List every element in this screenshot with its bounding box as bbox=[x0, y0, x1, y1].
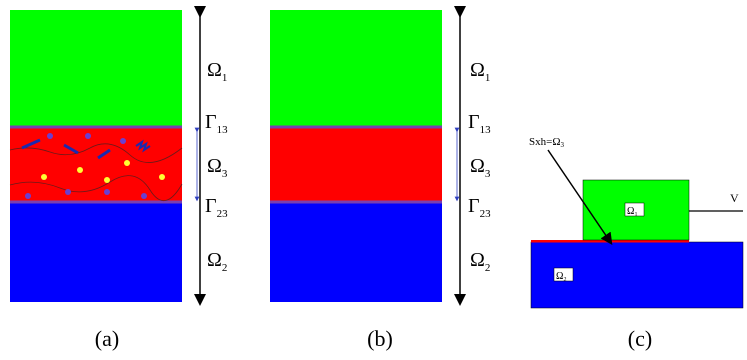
panel-a-particle-purple bbox=[141, 193, 147, 199]
panel-c-top-block-label: Ω1 bbox=[627, 206, 637, 218]
panel-c-velocity-label: V bbox=[730, 191, 739, 205]
panel-a-particle-yellow bbox=[77, 167, 83, 173]
panel-a-wavy-line-2 bbox=[9, 175, 183, 201]
panel-c-sxh-label: Sxh=Ω3 bbox=[529, 136, 565, 149]
panel-a-fiber bbox=[97, 148, 111, 160]
panel-a-fiber bbox=[21, 138, 41, 150]
panel-b-omega3-label: Ω3 bbox=[470, 155, 491, 180]
panel-b-omega3-interphase bbox=[270, 127, 442, 202]
panel-b-omega1-label: Ω1 bbox=[470, 59, 490, 84]
panel-c-caption: (c) bbox=[628, 326, 652, 351]
panel-a-omega3-label: Ω3 bbox=[207, 155, 228, 180]
panel-b-gamma13-label: Γ13 bbox=[468, 111, 491, 136]
panel-a-omega1-domain bbox=[10, 10, 182, 127]
panel-a-fiber bbox=[63, 143, 79, 155]
panel-b: Ω1 Γ13 Ω3 Γ23 Ω2 (b) bbox=[270, 6, 491, 351]
panel-c-bottom-block-label-box bbox=[553, 267, 574, 282]
panel-b-omega1-domain bbox=[270, 10, 442, 127]
panel-c-top-block-label-box bbox=[624, 202, 645, 217]
panel-a: Ω1 Γ13 Ω3 Γ23 Ω2 (a) bbox=[9, 6, 228, 351]
panel-a-particle-purple bbox=[120, 138, 126, 144]
panel-b-caption: (b) bbox=[367, 326, 393, 351]
panel-a-particle-purple bbox=[85, 133, 91, 139]
panel-b-gamma23-label: Γ23 bbox=[468, 195, 491, 220]
panel-a-wavy-line-1 bbox=[9, 143, 183, 163]
panel-a-particle-purple bbox=[25, 193, 31, 199]
panel-a-omega3-interphase bbox=[10, 127, 182, 202]
panel-a-gamma23-label: Γ23 bbox=[205, 195, 228, 220]
panel-a-particle-purple bbox=[65, 189, 71, 195]
panel-b-omega2-domain bbox=[270, 202, 442, 302]
panel-a-caption: (a) bbox=[95, 326, 119, 351]
panel-a-particle-yellow bbox=[159, 174, 165, 180]
panel-a-fiber-zigzag bbox=[135, 139, 151, 153]
panel-a-particle-yellow bbox=[124, 160, 130, 166]
panel-c-interphase-layer bbox=[531, 240, 689, 243]
panel-b-omega2-label: Ω2 bbox=[470, 249, 490, 274]
panel-a-particle-purple bbox=[47, 133, 53, 139]
panel-a-gamma13-label: Γ13 bbox=[205, 111, 228, 136]
panel-a-particle-purple bbox=[104, 189, 110, 195]
panel-a-omega2-label: Ω2 bbox=[207, 249, 227, 274]
panel-a-particle-yellow bbox=[41, 174, 47, 180]
panel-c: Ω1 Ω2 V Sxh=Ω3 (c) bbox=[529, 136, 744, 351]
panel-a-particle-yellow bbox=[104, 177, 110, 183]
panel-c-sxh-pointer bbox=[547, 149, 613, 245]
panel-a-omega2-domain bbox=[10, 202, 182, 302]
panel-c-bottom-block-label: Ω2 bbox=[556, 271, 566, 283]
panel-a-omega1-label: Ω1 bbox=[207, 59, 227, 84]
